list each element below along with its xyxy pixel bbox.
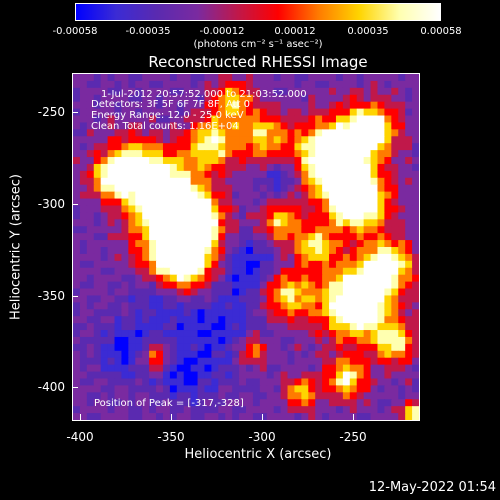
colorbar-tick-label: 0.00035 [347,26,389,37]
annotation-detectors: Detectors: 3F 5F 6F 7F 8F, Att 0 [91,99,251,110]
annotation-total-counts: Clean Total counts: 1.16E+04 [91,121,239,132]
y-tick-label: -400 [37,380,65,394]
x-tick-label: -300 [248,430,276,444]
footer-timestamp: 12-May-2022 01:54 [368,480,496,495]
y-tick-label: -250 [37,105,65,119]
y-tick-label: -300 [37,197,65,211]
hxr-image-heatmap [73,74,419,420]
colorbar-tick-label: -0.00012 [199,26,245,37]
colorbar-tick-label: 0.00012 [274,26,316,37]
colorbar-tick-label: -0.00058 [52,26,98,37]
plot-title: Reconstructed RHESSI Image [148,53,368,71]
x-tick-label: -250 [339,430,367,444]
annotation-time-range: 1-Jul-2012 20:57:52.000 to 21:03:52.000 [101,89,307,100]
annotation-energy-range: Energy Range: 12.0 - 25.0 keV [91,110,244,121]
annotation-peak-position: Position of Peak = [-317,-328] [94,398,244,409]
colorbar [75,3,441,21]
y-axis-label: Heliocentric Y (arcsec) [8,174,24,320]
x-tick-label: -400 [66,430,94,444]
colorbar-tick-label: 0.00058 [420,26,462,37]
y-tick-label: -350 [37,289,65,303]
colorbar-tick-label: -0.00035 [125,26,171,37]
colorbar-units: (photons cm⁻² s⁻¹ asec⁻²) [193,39,323,50]
x-tick-label: -350 [157,430,185,444]
x-axis-label: Heliocentric X (arcsec) [184,447,332,462]
image-plot: 1-Jul-2012 20:57:52.000 to 21:03:52.000 … [72,73,420,421]
